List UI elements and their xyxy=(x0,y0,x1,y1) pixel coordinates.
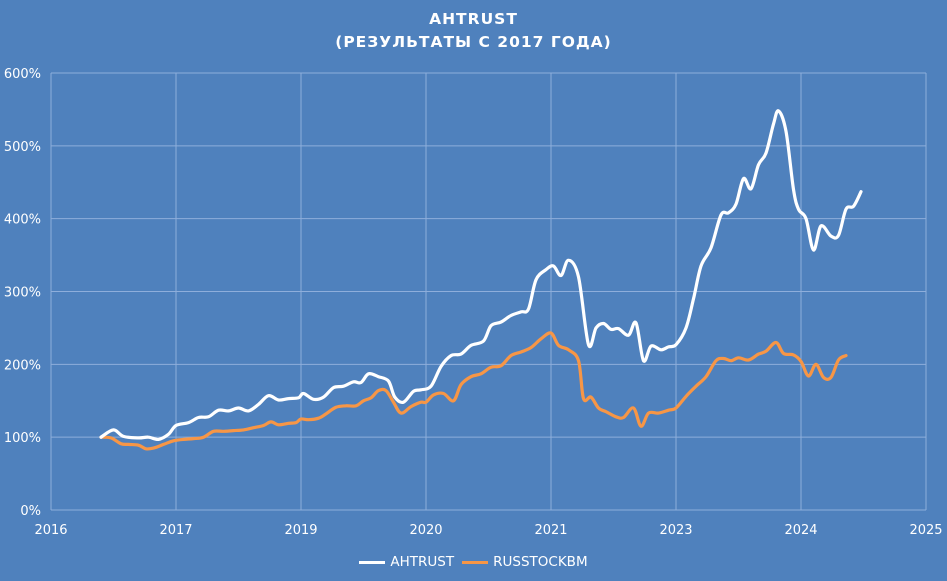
y-tick-label: 300% xyxy=(4,286,41,301)
x-tick-label: 2025 xyxy=(909,523,942,538)
x-tick-label: 2023 xyxy=(659,523,692,538)
legend-swatch-ahtrust xyxy=(359,560,386,564)
y-tick-label: 100% xyxy=(4,431,41,446)
x-tick-label: 2021 xyxy=(534,523,567,538)
series-line-russtockbm xyxy=(99,331,848,451)
x-tick-label: 2020 xyxy=(409,523,442,538)
legend: AHTRUST RUSSTOCKBM xyxy=(0,554,947,570)
legend-label-ahtrust: AHTRUST xyxy=(390,554,455,570)
legend-item-russtockbm: RUSSTOCKBM xyxy=(462,554,588,570)
x-tick-label: 2016 xyxy=(34,523,67,538)
y-tick-label: 400% xyxy=(4,213,41,228)
chart-title-line2: (РЕЗУЛЬТАТЫ С 2017 ГОДА) xyxy=(335,33,612,51)
y-tick-label: 600% xyxy=(4,67,41,82)
y-tick-label: 500% xyxy=(4,140,41,155)
legend-swatch-russtockbm xyxy=(462,560,489,564)
x-tick-label: 2019 xyxy=(284,523,317,538)
x-tick-label: 2017 xyxy=(159,523,192,538)
legend-item-ahtrust: AHTRUST xyxy=(359,554,454,570)
x-tick-label: 2024 xyxy=(784,523,817,538)
y-tick-label: 0% xyxy=(20,504,41,519)
chart-title-line1: AHTRUST xyxy=(429,10,518,28)
legend-label-russtockbm: RUSSTOCKBM xyxy=(493,554,588,570)
y-tick-label: 200% xyxy=(4,358,41,373)
series-line-ahtrust xyxy=(99,109,863,442)
